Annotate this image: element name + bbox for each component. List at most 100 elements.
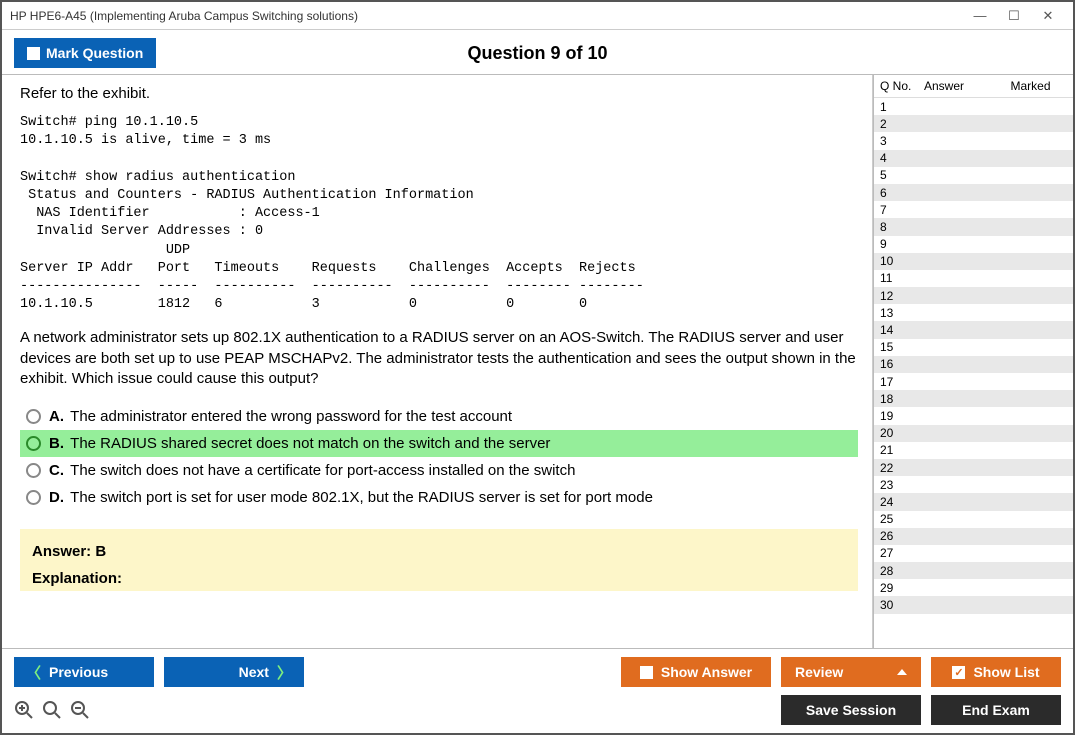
qlist-number: 10 — [880, 254, 924, 268]
qlist-row[interactable]: 16 — [874, 356, 1073, 373]
qlist-row[interactable]: 25 — [874, 511, 1073, 528]
exhibit-output: Switch# ping 10.1.10.5 10.1.10.5 is aliv… — [20, 114, 858, 314]
explanation-label: Explanation: — [32, 570, 846, 587]
option-text: D. The switch port is set for user mode … — [49, 489, 653, 506]
qlist-row[interactable]: 26 — [874, 528, 1073, 545]
qlist-row[interactable]: 5 — [874, 167, 1073, 184]
chevron-right-icon: 〉 — [277, 662, 292, 683]
qlist-row[interactable]: 9 — [874, 236, 1073, 253]
checkmark-icon: ✓ — [952, 666, 965, 679]
qlist-number: 24 — [880, 495, 924, 509]
qlist-row[interactable]: 18 — [874, 390, 1073, 407]
qlist-number: 28 — [880, 564, 924, 578]
mark-question-label: Mark Question — [46, 45, 143, 61]
qlist-row[interactable]: 21 — [874, 442, 1073, 459]
previous-button[interactable]: 〈 Previous — [14, 657, 154, 687]
qlist-number: 15 — [880, 340, 924, 354]
qlist-row[interactable]: 10 — [874, 253, 1073, 270]
close-button[interactable]: ✕ — [1031, 5, 1065, 27]
qlist-number: 13 — [880, 306, 924, 320]
option-text: C. The switch does not have a certificat… — [49, 462, 575, 479]
mark-question-button[interactable]: Mark Question — [14, 38, 156, 68]
footer: 〈 Previous Next 〉 Show Answer Review ✓ S… — [2, 648, 1073, 733]
zoom-controls — [14, 700, 90, 720]
qlist-row[interactable]: 14 — [874, 321, 1073, 338]
end-exam-label: End Exam — [962, 702, 1030, 718]
qlist-row[interactable]: 7 — [874, 201, 1073, 218]
qlist-row[interactable]: 2 — [874, 115, 1073, 132]
radio-icon — [26, 436, 41, 451]
question-counter: Question 9 of 10 — [467, 43, 607, 64]
qlist-row[interactable]: 23 — [874, 476, 1073, 493]
answer-line: Answer: B — [32, 543, 846, 560]
qlist-number: 22 — [880, 461, 924, 475]
qlist-row[interactable]: 6 — [874, 184, 1073, 201]
show-answer-label: Show Answer — [661, 664, 752, 680]
qlist-number: 5 — [880, 168, 924, 182]
qlist-number: 4 — [880, 151, 924, 165]
options-list: A. The administrator entered the wrong p… — [20, 403, 858, 511]
qlist-number: 1 — [880, 100, 924, 114]
titlebar: HP HPE6-A45 (Implementing Aruba Campus S… — [2, 2, 1073, 30]
next-button[interactable]: Next 〉 — [164, 657, 304, 687]
zoom-reset-icon[interactable] — [42, 700, 62, 720]
option-text: A. The administrator entered the wrong p… — [49, 408, 512, 425]
option-c[interactable]: C. The switch does not have a certificat… — [20, 457, 858, 484]
zoom-out-icon[interactable] — [70, 700, 90, 720]
qlist-number: 6 — [880, 186, 924, 200]
qlist-row[interactable]: 30 — [874, 596, 1073, 613]
col-marked-header: Marked — [994, 79, 1067, 93]
exhibit-intro: Refer to the exhibit. — [20, 85, 858, 102]
qlist-number: 21 — [880, 443, 924, 457]
show-list-label: Show List — [973, 664, 1039, 680]
qlist-row[interactable]: 17 — [874, 373, 1073, 390]
option-b[interactable]: B. The RADIUS shared secret does not mat… — [20, 430, 858, 457]
header-row: Mark Question Question 9 of 10 — [2, 30, 1073, 74]
minimize-button[interactable]: — — [963, 5, 997, 27]
qlist-row[interactable]: 29 — [874, 579, 1073, 596]
qlist-number: 23 — [880, 478, 924, 492]
review-button[interactable]: Review — [781, 657, 921, 687]
qlist-row[interactable]: 12 — [874, 287, 1073, 304]
qlist-row[interactable]: 11 — [874, 270, 1073, 287]
show-list-button[interactable]: ✓ Show List — [931, 657, 1061, 687]
qlist-row[interactable]: 13 — [874, 304, 1073, 321]
qlist-row[interactable]: 4 — [874, 150, 1073, 167]
answer-box: Answer: B Explanation: — [20, 529, 858, 591]
question-pane[interactable]: Refer to the exhibit. Switch# ping 10.1.… — [2, 75, 873, 648]
option-a[interactable]: A. The administrator entered the wrong p… — [20, 403, 858, 430]
end-exam-button[interactable]: End Exam — [931, 695, 1061, 725]
qlist-number: 12 — [880, 289, 924, 303]
radio-icon — [26, 490, 41, 505]
zoom-in-icon[interactable] — [14, 700, 34, 720]
qlist-row[interactable]: 8 — [874, 218, 1073, 235]
qlist-number: 29 — [880, 581, 924, 595]
qlist-number: 7 — [880, 203, 924, 217]
maximize-button[interactable]: ☐ — [997, 5, 1031, 27]
qlist-row[interactable]: 24 — [874, 493, 1073, 510]
qlist-row[interactable]: 1 — [874, 98, 1073, 115]
qlist-number: 16 — [880, 357, 924, 371]
review-label: Review — [795, 664, 843, 680]
qlist-row[interactable]: 3 — [874, 132, 1073, 149]
qlist-row[interactable]: 22 — [874, 459, 1073, 476]
checkbox-icon — [640, 666, 653, 679]
qlist-row[interactable]: 15 — [874, 339, 1073, 356]
window-title: HP HPE6-A45 (Implementing Aruba Campus S… — [10, 9, 358, 23]
checkbox-icon — [27, 47, 40, 60]
qlist-number: 11 — [880, 271, 924, 285]
qlist-row[interactable]: 19 — [874, 407, 1073, 424]
save-session-label: Save Session — [806, 702, 896, 718]
radio-icon — [26, 463, 41, 478]
qlist-row[interactable]: 27 — [874, 545, 1073, 562]
body: Refer to the exhibit. Switch# ping 10.1.… — [2, 74, 1073, 648]
save-session-button[interactable]: Save Session — [781, 695, 921, 725]
option-d[interactable]: D. The switch port is set for user mode … — [20, 484, 858, 511]
qlist-row[interactable]: 28 — [874, 562, 1073, 579]
show-answer-button[interactable]: Show Answer — [621, 657, 771, 687]
side-list[interactable]: 1234567891011121314151617181920212223242… — [874, 98, 1073, 648]
next-label: Next — [239, 664, 269, 680]
qlist-row[interactable]: 20 — [874, 425, 1073, 442]
qlist-number: 2 — [880, 117, 924, 131]
chevron-left-icon: 〈 — [26, 662, 41, 683]
